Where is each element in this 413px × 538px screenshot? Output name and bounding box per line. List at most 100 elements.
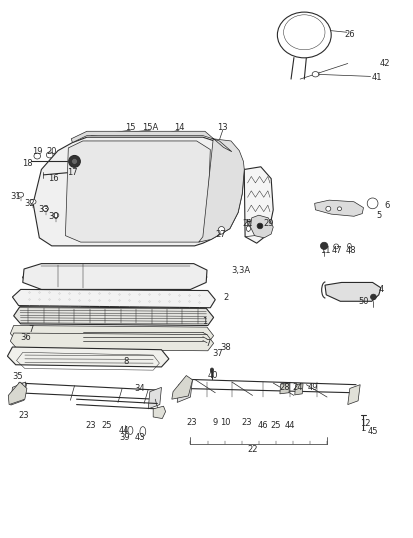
- Text: 10: 10: [220, 418, 230, 427]
- Text: 1: 1: [202, 317, 207, 325]
- Ellipse shape: [210, 368, 213, 372]
- Polygon shape: [244, 167, 273, 243]
- Ellipse shape: [46, 152, 53, 158]
- Text: 41: 41: [370, 73, 381, 82]
- Text: 14: 14: [173, 123, 184, 132]
- Text: 21: 21: [242, 219, 252, 228]
- Text: 37: 37: [212, 349, 223, 358]
- Text: 23: 23: [241, 418, 252, 427]
- Polygon shape: [10, 333, 213, 351]
- Text: 44: 44: [119, 426, 129, 435]
- Text: 19: 19: [32, 147, 43, 156]
- Text: 3,3A: 3,3A: [231, 266, 250, 274]
- Text: 23: 23: [85, 421, 96, 429]
- Polygon shape: [8, 382, 27, 405]
- Text: 9: 9: [212, 418, 217, 427]
- Text: 7: 7: [28, 325, 33, 334]
- Polygon shape: [71, 131, 231, 152]
- Text: 50: 50: [357, 297, 368, 306]
- Ellipse shape: [18, 193, 24, 197]
- Ellipse shape: [366, 198, 377, 209]
- Ellipse shape: [333, 244, 338, 249]
- Polygon shape: [23, 264, 206, 289]
- Polygon shape: [250, 215, 273, 238]
- Text: 20: 20: [46, 147, 57, 156]
- Text: 48: 48: [345, 246, 356, 254]
- Text: 23: 23: [185, 418, 196, 427]
- Text: 31: 31: [10, 192, 21, 201]
- Polygon shape: [12, 289, 215, 308]
- Text: 32: 32: [24, 199, 35, 208]
- Text: 15A: 15A: [142, 123, 158, 132]
- Ellipse shape: [246, 226, 250, 231]
- Polygon shape: [198, 139, 244, 242]
- Polygon shape: [314, 200, 363, 216]
- Text: 25: 25: [101, 421, 112, 429]
- Ellipse shape: [69, 155, 80, 167]
- Text: 5: 5: [375, 211, 380, 220]
- Ellipse shape: [370, 294, 375, 300]
- Text: 38: 38: [219, 343, 230, 351]
- Polygon shape: [171, 376, 192, 399]
- Text: 26: 26: [344, 31, 354, 39]
- Text: 11: 11: [319, 246, 330, 254]
- Text: 29: 29: [262, 219, 273, 228]
- Polygon shape: [324, 282, 380, 301]
- Ellipse shape: [71, 159, 77, 165]
- Text: 47: 47: [331, 246, 342, 254]
- Ellipse shape: [34, 153, 40, 159]
- Text: 45: 45: [366, 427, 377, 436]
- Text: 30: 30: [48, 212, 59, 221]
- Ellipse shape: [311, 72, 318, 77]
- Polygon shape: [11, 382, 26, 405]
- Ellipse shape: [30, 200, 36, 204]
- Text: 24: 24: [291, 383, 302, 392]
- Ellipse shape: [256, 223, 262, 229]
- Text: 33: 33: [38, 206, 49, 214]
- Text: 40: 40: [206, 371, 217, 380]
- Ellipse shape: [140, 427, 145, 436]
- Ellipse shape: [325, 207, 330, 211]
- Text: 35: 35: [12, 372, 23, 381]
- Polygon shape: [33, 137, 244, 246]
- Text: 44: 44: [284, 421, 294, 429]
- Polygon shape: [347, 385, 359, 405]
- Polygon shape: [177, 379, 192, 402]
- Text: 18: 18: [21, 159, 32, 167]
- Text: 12: 12: [359, 420, 370, 428]
- Text: 15: 15: [125, 123, 135, 132]
- Polygon shape: [65, 141, 210, 242]
- Text: 6: 6: [384, 201, 389, 210]
- Ellipse shape: [320, 242, 327, 250]
- Text: 22: 22: [247, 445, 257, 454]
- Text: 36: 36: [21, 333, 31, 342]
- Text: 2: 2: [223, 293, 228, 302]
- Text: 49: 49: [306, 383, 317, 392]
- Polygon shape: [10, 325, 213, 343]
- Text: 17: 17: [67, 168, 78, 176]
- Ellipse shape: [337, 207, 341, 211]
- Text: 34: 34: [134, 384, 145, 393]
- Ellipse shape: [277, 12, 330, 58]
- Text: 28: 28: [279, 383, 290, 392]
- Text: 43: 43: [134, 434, 145, 442]
- Text: 13: 13: [217, 123, 228, 132]
- Text: 27: 27: [214, 230, 225, 238]
- Ellipse shape: [347, 243, 350, 249]
- Text: 16: 16: [48, 174, 59, 183]
- Text: 4: 4: [377, 285, 382, 294]
- Polygon shape: [294, 384, 302, 395]
- Ellipse shape: [128, 426, 133, 435]
- Text: 25: 25: [269, 421, 280, 429]
- Polygon shape: [279, 383, 289, 394]
- Ellipse shape: [283, 15, 324, 50]
- Text: 46: 46: [257, 421, 268, 429]
- Text: 42: 42: [379, 59, 389, 68]
- Text: 8: 8: [123, 357, 128, 366]
- Ellipse shape: [53, 213, 59, 217]
- Polygon shape: [7, 347, 169, 367]
- Polygon shape: [153, 406, 165, 419]
- Ellipse shape: [218, 226, 224, 234]
- Polygon shape: [148, 387, 161, 409]
- Text: 39: 39: [119, 434, 129, 442]
